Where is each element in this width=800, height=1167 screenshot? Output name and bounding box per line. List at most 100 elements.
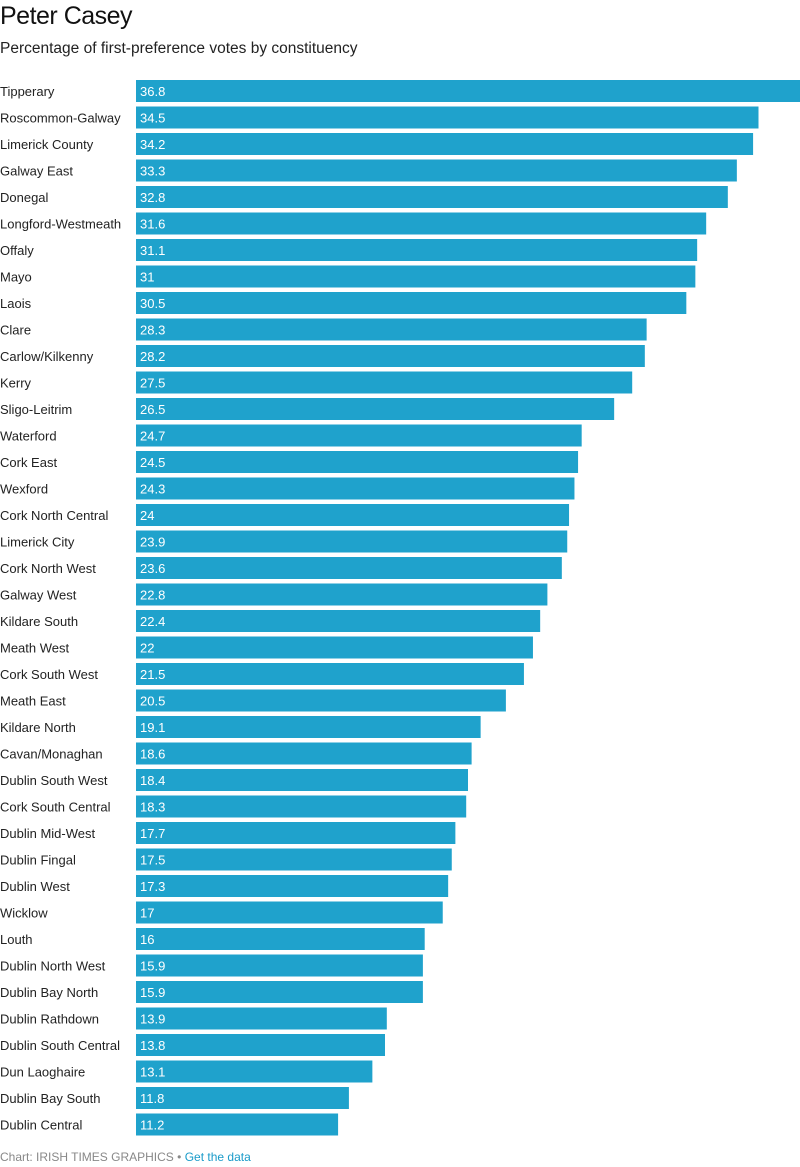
category-label: Dublin Mid-West xyxy=(0,826,96,841)
bar[interactable] xyxy=(136,80,800,102)
bar[interactable] xyxy=(136,663,524,685)
category-label: Sligo-Leitrim xyxy=(0,402,72,417)
bar[interactable] xyxy=(136,398,615,420)
bar-value-label: 34.5 xyxy=(140,111,165,126)
bar[interactable] xyxy=(136,265,696,288)
chart-title: Peter Casey xyxy=(0,2,133,30)
bar-value-label: 24 xyxy=(140,508,154,523)
category-label: Limerick City xyxy=(0,535,75,550)
bar-row: Cork South West 21.5 xyxy=(0,663,524,685)
category-label: Cork North Central xyxy=(0,508,108,523)
category-label: Clare xyxy=(0,323,31,338)
bar-value-label: 24.5 xyxy=(140,455,165,470)
category-label: Limerick County xyxy=(0,137,94,152)
bar-row: Galway East 33.3 xyxy=(0,159,737,182)
category-label: Carlow/Kilkenny xyxy=(0,349,94,364)
category-label: Donegal xyxy=(0,190,49,205)
bar-row: Longford-Westmeath 31.6 xyxy=(0,212,707,235)
bar[interactable] xyxy=(136,557,562,579)
bar[interactable] xyxy=(136,504,570,526)
category-label: Kildare South xyxy=(0,614,78,629)
bar[interactable] xyxy=(136,636,533,659)
bar-value-label: 24.3 xyxy=(140,482,165,497)
bar[interactable] xyxy=(136,106,759,129)
bar-row: Cork North West 23.6 xyxy=(0,557,562,579)
bar[interactable] xyxy=(136,795,467,818)
bar-value-label: 28.2 xyxy=(140,349,165,364)
bar-row: Dublin South Central 13.8 xyxy=(0,1034,385,1056)
bar[interactable] xyxy=(136,689,506,712)
bar[interactable] xyxy=(136,1113,339,1136)
bar-row: Dublin Mid-West 17.7 xyxy=(0,822,456,844)
bar[interactable] xyxy=(136,530,568,553)
bar-value-label: 21.5 xyxy=(140,667,165,682)
bar[interactable] xyxy=(136,292,687,314)
bar[interactable] xyxy=(136,318,647,341)
bar-value-label: 31 xyxy=(140,270,154,285)
category-label: Cork North West xyxy=(0,561,96,576)
category-label: Galway West xyxy=(0,588,77,603)
bar[interactable] xyxy=(136,822,456,844)
bar-row: Dublin Bay North 15.9 xyxy=(0,981,423,1003)
category-label: Cork South Central xyxy=(0,800,111,815)
bar[interactable] xyxy=(136,610,541,632)
category-label: Galway East xyxy=(0,164,73,179)
bar[interactable] xyxy=(136,848,452,871)
bar-row: Dublin Fingal 17.5 xyxy=(0,848,452,871)
bar-value-label: 24.7 xyxy=(140,429,165,444)
bar-row: Waterford 24.7 xyxy=(0,424,582,447)
bar[interactable] xyxy=(136,716,481,738)
bar[interactable] xyxy=(136,1034,385,1056)
bar-value-label: 11.8 xyxy=(140,1091,164,1106)
bar[interactable] xyxy=(136,583,548,606)
bar-value-label: 36.8 xyxy=(140,84,165,99)
bar-row: Meath West 22 xyxy=(0,636,533,659)
bar[interactable] xyxy=(136,1087,349,1109)
bar[interactable] xyxy=(136,239,698,261)
bar-row: Dublin Rathdown 13.9 xyxy=(0,1007,387,1030)
bar[interactable] xyxy=(136,212,707,235)
bar-row: Kildare South 22.4 xyxy=(0,610,541,632)
bar[interactable] xyxy=(136,345,645,367)
bar-row: Dublin South West 18.4 xyxy=(0,769,468,791)
bar[interactable] xyxy=(136,769,468,791)
bar-row: Dublin Central 11.2 xyxy=(0,1113,339,1136)
bar-value-label: 23.6 xyxy=(140,561,165,576)
bar[interactable] xyxy=(136,875,449,897)
bar[interactable] xyxy=(136,901,443,924)
bar-value-label: 26.5 xyxy=(140,402,165,417)
category-label: Wicklow xyxy=(0,906,48,921)
bar[interactable] xyxy=(136,186,728,208)
bar[interactable] xyxy=(136,371,633,394)
bar-row: Offaly 31.1 xyxy=(0,239,698,261)
get-data-link[interactable]: Get the data xyxy=(184,1150,251,1164)
bar-value-label: 18.6 xyxy=(140,747,165,762)
bar-value-label: 18.4 xyxy=(140,773,165,788)
bar-value-label: 13.9 xyxy=(140,1012,165,1027)
bar[interactable] xyxy=(136,451,579,473)
category-label: Louth xyxy=(0,932,33,947)
bar[interactable] xyxy=(136,954,423,977)
category-label: Kerry xyxy=(0,376,32,391)
category-label: Dublin South Central xyxy=(0,1038,120,1053)
bar[interactable] xyxy=(136,928,425,950)
bar[interactable] xyxy=(136,981,423,1003)
bar[interactable] xyxy=(136,1060,373,1083)
bar[interactable] xyxy=(136,742,472,765)
bar-value-label: 34.2 xyxy=(140,137,165,152)
bar[interactable] xyxy=(136,477,575,500)
bar-value-label: 17.3 xyxy=(140,879,165,894)
bar[interactable] xyxy=(136,133,754,155)
category-label: Meath West xyxy=(0,641,70,656)
bar[interactable] xyxy=(136,424,582,447)
category-label: Meath East xyxy=(0,694,66,709)
bar-value-label: 11.2 xyxy=(140,1118,164,1133)
bar[interactable] xyxy=(136,1007,387,1030)
category-label: Cavan/Monaghan xyxy=(0,747,103,762)
bar-value-label: 33.3 xyxy=(140,164,165,179)
bar-value-label: 27.5 xyxy=(140,376,165,391)
bar[interactable] xyxy=(136,159,737,182)
category-label: Longford-Westmeath xyxy=(0,217,121,232)
bar-value-label: 31.1 xyxy=(140,243,165,258)
bar-row: Cavan/Monaghan 18.6 xyxy=(0,742,472,765)
